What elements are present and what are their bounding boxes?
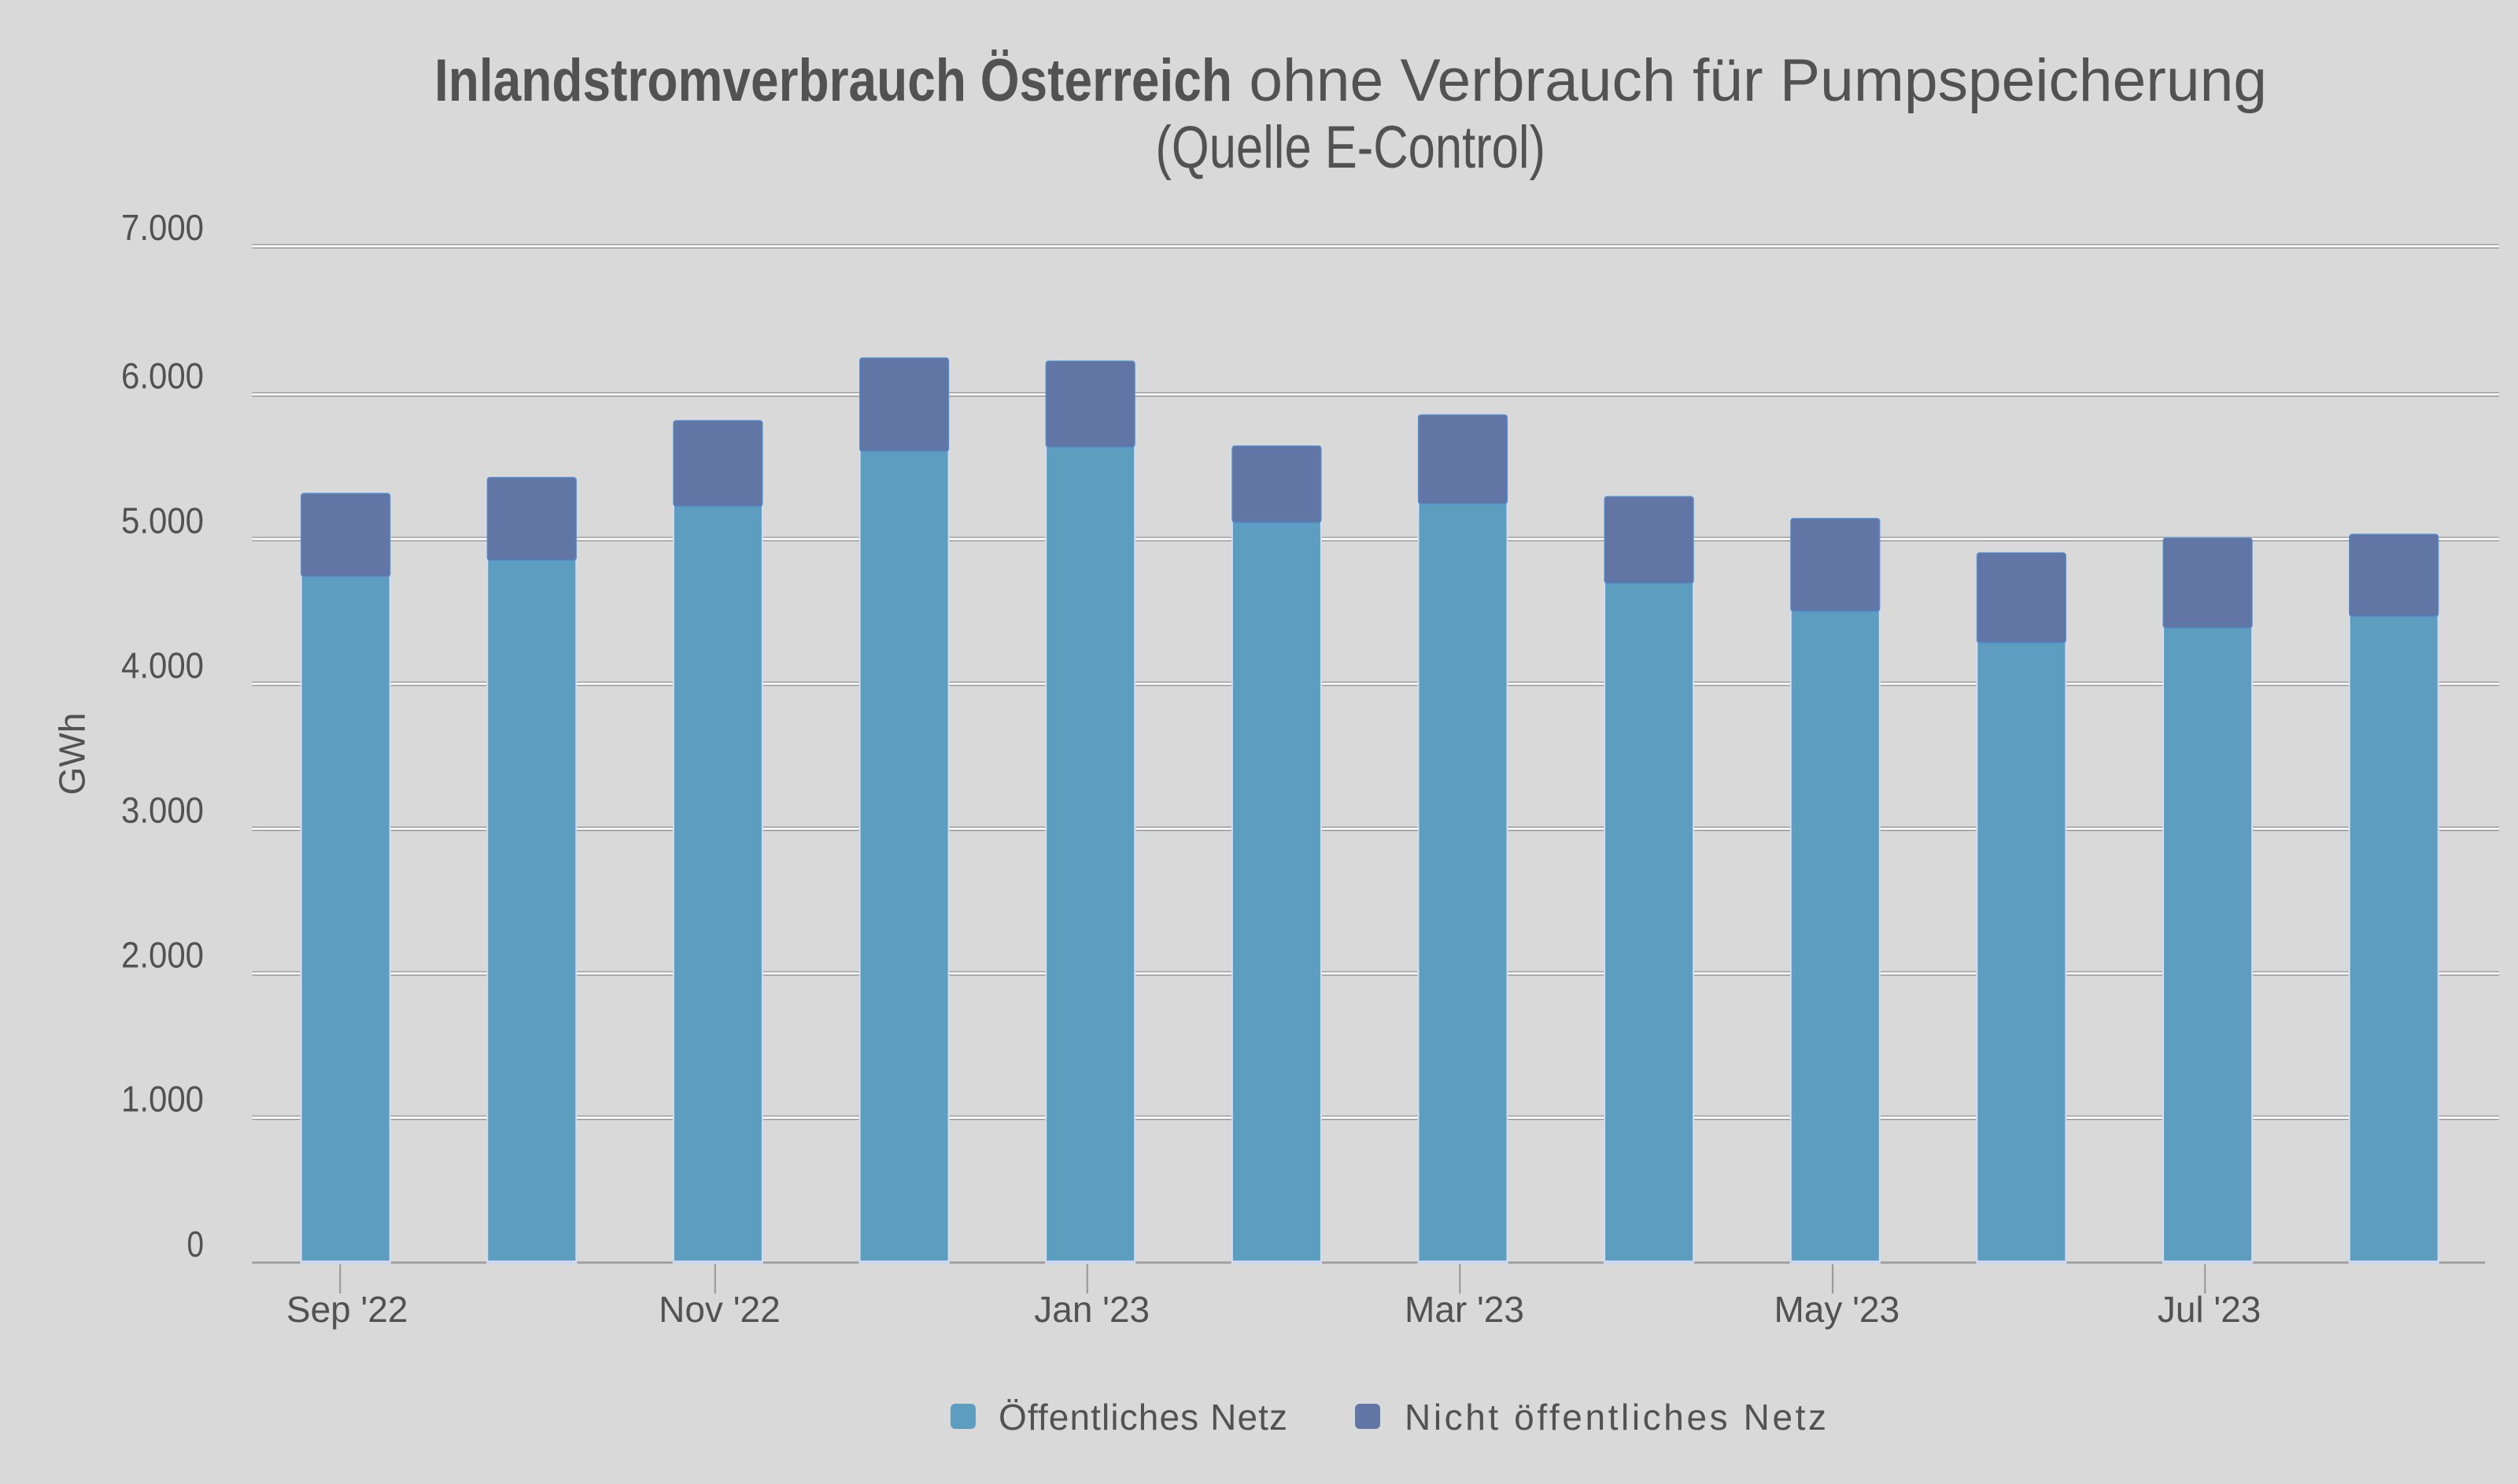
- svg-text:Öffentliches Netz: Öffentliches Netz: [999, 1397, 1287, 1438]
- svg-text:Sep '22: Sep '22: [286, 1289, 408, 1330]
- svg-text:2.000: 2.000: [121, 934, 204, 975]
- svg-text:(Quelle E-Control): (Quelle E-Control): [1155, 114, 1545, 181]
- svg-text:5.000: 5.000: [121, 500, 204, 541]
- svg-text:6.000: 6.000: [121, 356, 204, 397]
- svg-text:Nicht öffentliches Netz: Nicht öffentliches Netz: [1405, 1397, 1826, 1438]
- svg-text:GWh: GWh: [52, 713, 93, 796]
- svg-text:7.000: 7.000: [121, 207, 204, 248]
- svg-text:3.000: 3.000: [121, 790, 204, 831]
- svg-text:1.000: 1.000: [121, 1079, 204, 1120]
- svg-text:Jul '23: Jul '23: [2158, 1289, 2261, 1330]
- svg-text:Mar '23: Mar '23: [1405, 1289, 1524, 1330]
- svg-text:Nov '22: Nov '22: [659, 1289, 781, 1330]
- svg-text:May '23: May '23: [1774, 1289, 1900, 1330]
- svg-text:4.000: 4.000: [121, 644, 204, 685]
- svg-text:Inlandstromverbrauch Österreic: Inlandstromverbrauch Österreich ohne Ver…: [434, 47, 2267, 114]
- svg-text:Jan '23: Jan '23: [1034, 1289, 1150, 1330]
- svg-text:0: 0: [187, 1224, 205, 1264]
